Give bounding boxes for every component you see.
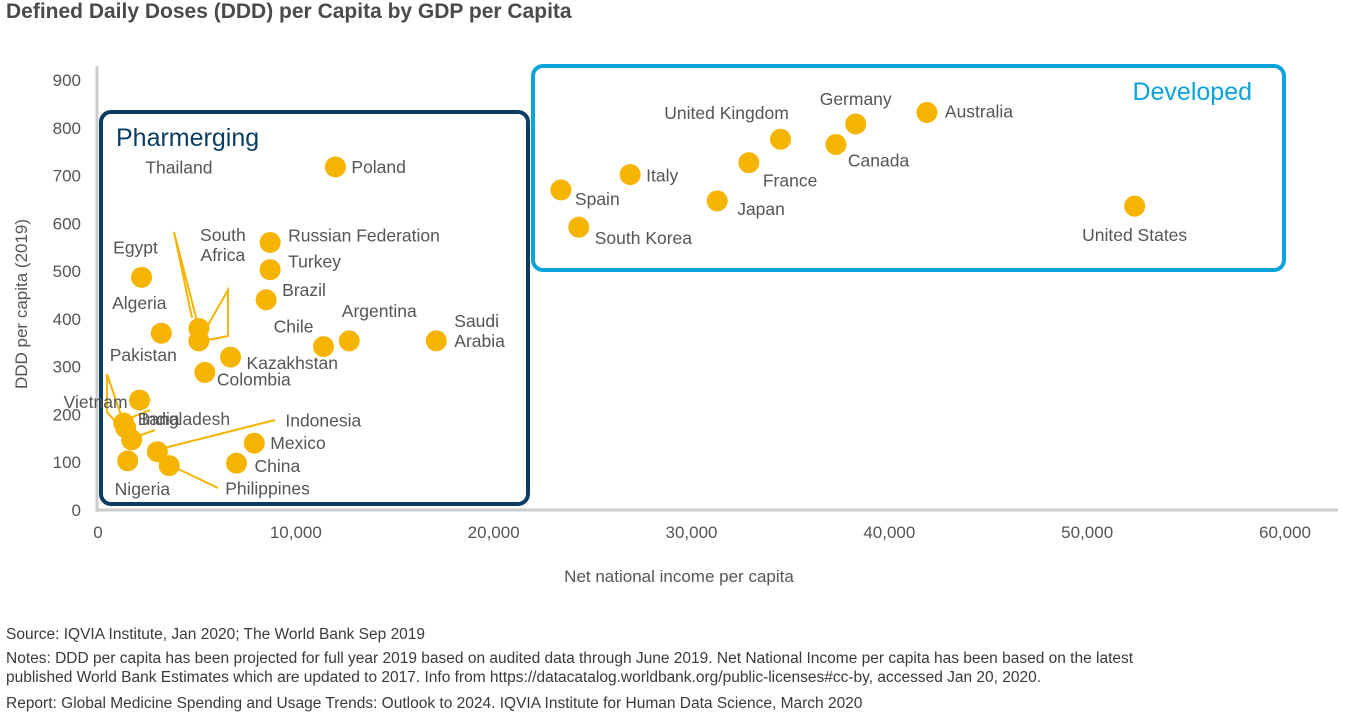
data-point — [131, 266, 153, 288]
point-label: France — [763, 171, 817, 191]
data-point — [194, 361, 216, 383]
data-point — [1124, 195, 1146, 217]
point-label: United Kingdom — [664, 103, 789, 123]
y-tick-label: 900 — [53, 71, 81, 90]
point-label: Spain — [575, 189, 620, 209]
data-point — [220, 346, 242, 368]
x-tick-label: 30,000 — [666, 523, 718, 542]
data-point — [706, 190, 728, 212]
y-tick-label: 600 — [53, 214, 81, 233]
point-label: Saudi Arabia — [454, 311, 505, 351]
chart-title: Defined Daily Doses (DDD) per Capita by … — [6, 0, 572, 23]
data-point — [158, 455, 180, 477]
data-point — [129, 389, 151, 411]
point-label: Thailand — [145, 157, 212, 177]
y-tick-label: 500 — [53, 262, 81, 281]
data-point — [619, 164, 641, 186]
data-points — [113, 101, 1146, 477]
point-label: Bangladesh — [138, 409, 230, 429]
data-point — [916, 101, 938, 123]
axes: 0 100 200 300 400 500 600 700 800 900 0 10,000 20,00… — [53, 66, 1338, 542]
notes-line-2: published World Bank Estimates which are… — [6, 669, 1042, 686]
point-label: Turkey — [288, 252, 341, 272]
data-point — [117, 450, 139, 472]
data-point — [150, 322, 172, 344]
group-label: Developed — [1132, 78, 1252, 106]
scatter-chart: 0 100 200 300 400 500 600 700 800 900 0 10,000 20,00… — [12, 64, 1338, 586]
y-tick-label: 0 — [72, 501, 81, 520]
leader-line — [106, 373, 125, 424]
leader-line — [173, 231, 200, 329]
point-label: Philippines — [225, 479, 310, 499]
data-point — [324, 156, 346, 178]
data-point — [259, 231, 281, 253]
data-point — [825, 134, 847, 155]
leader-line — [198, 286, 229, 342]
data-point — [425, 330, 447, 352]
point-labels: Poland Russian Federation Turkey Brazil Egyp… — [64, 89, 1188, 499]
y-tick-label: 200 — [53, 405, 81, 424]
data-point — [550, 179, 572, 201]
data-point — [770, 128, 792, 150]
point-label: South Korea — [595, 228, 693, 248]
notes-line-1: Notes: DDD per capita has been projected… — [6, 650, 1134, 667]
data-point — [188, 330, 210, 352]
point-label: China — [254, 456, 300, 476]
point-label: Argentina — [342, 301, 417, 321]
data-point — [146, 441, 168, 463]
y-axis-title: DDD per capita (2019) — [12, 219, 31, 389]
x-axis-title: Net national income per capita — [564, 567, 794, 586]
y-tick-label: 800 — [53, 119, 81, 138]
x-tick-label: 40,000 — [863, 523, 915, 542]
point-label: Pakistan — [110, 345, 177, 365]
point-label: Canada — [848, 151, 910, 171]
group-box — [99, 110, 530, 506]
x-tick-label: 10,000 — [270, 523, 322, 542]
point-label: Egypt — [113, 237, 158, 257]
y-tick-label: 400 — [53, 310, 81, 329]
data-point — [243, 432, 265, 454]
data-point — [338, 330, 360, 352]
data-point — [738, 152, 760, 174]
source-note: Source: IQVIA Institute, Jan 2020; The W… — [6, 626, 426, 643]
data-point — [568, 216, 590, 238]
point-label: Brazil — [282, 280, 326, 300]
data-point — [259, 259, 281, 281]
group-label: Pharmerging — [116, 124, 259, 152]
point-label: Vietnam — [64, 392, 128, 412]
point-label: South Africa — [200, 225, 246, 265]
data-point — [255, 289, 277, 311]
y-tick-label: 300 — [53, 358, 81, 377]
point-label: Nigeria — [115, 479, 171, 499]
x-tick-label: 0 — [93, 523, 102, 542]
point-label: Italy — [646, 166, 678, 186]
report-note: Report: Global Medicine Spending and Usa… — [6, 695, 863, 712]
point-label: Mexico — [270, 433, 325, 453]
group-box — [531, 64, 1286, 272]
point-label: Germany — [820, 89, 892, 109]
data-point — [121, 429, 143, 451]
data-point — [313, 336, 335, 358]
x-tick-label: 20,000 — [468, 523, 520, 542]
point-label: Indonesia — [285, 411, 361, 431]
point-label: Colombia — [217, 369, 291, 389]
point-label: Japan — [737, 199, 785, 219]
group-boxes: Pharmerging Developed — [99, 64, 1286, 506]
data-point — [225, 452, 247, 474]
point-label: Poland — [351, 157, 406, 177]
point-label: India — [142, 409, 180, 429]
point-label: Algeria — [112, 293, 167, 313]
point-label: Russian Federation — [288, 225, 440, 245]
data-point — [845, 113, 867, 135]
x-tick-label: 50,000 — [1061, 523, 1113, 542]
x-tick-label: 60,000 — [1259, 523, 1311, 542]
point-label: United States — [1082, 225, 1187, 245]
y-tick-label: 700 — [53, 167, 81, 186]
y-tick-label: 100 — [53, 453, 81, 472]
point-label: Chile — [274, 317, 314, 337]
point-label: Kazakhstan — [247, 353, 338, 373]
point-label: Australia — [945, 101, 1013, 121]
